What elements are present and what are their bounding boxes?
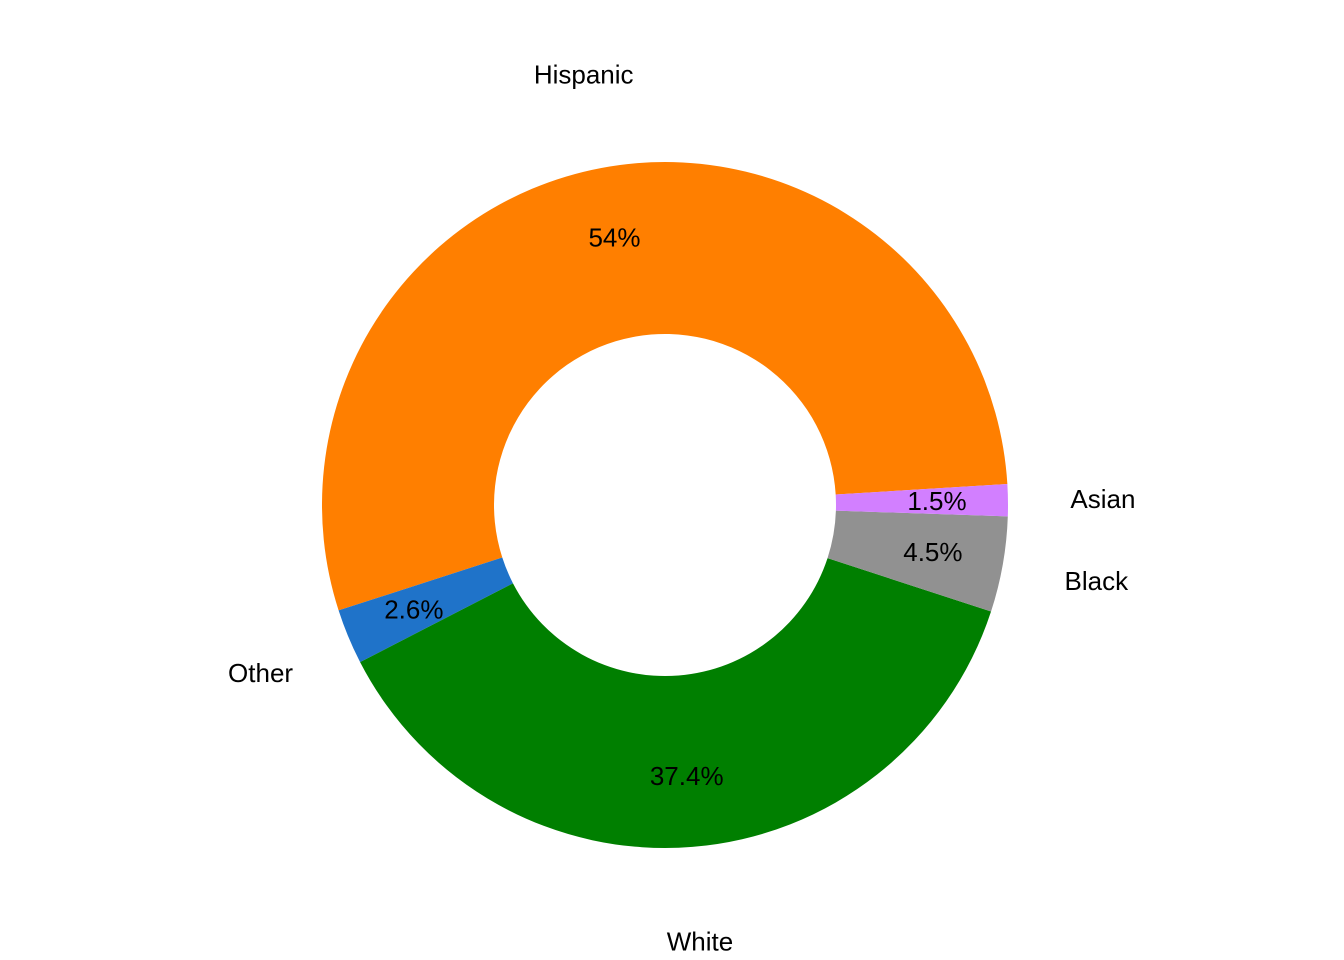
category-label-black: Black: [1065, 566, 1130, 596]
pct-label-other: 2.6%: [384, 594, 443, 624]
category-label-asian: Asian: [1070, 484, 1135, 514]
slice-white: [360, 558, 992, 849]
pct-label-black: 4.5%: [903, 537, 962, 567]
slice-other: [338, 557, 513, 663]
slice-hispanic: [322, 162, 1008, 611]
category-label-white: White: [667, 927, 733, 957]
pct-label-hispanic: 54%: [588, 223, 640, 253]
pct-label-asian: 1.5%: [907, 486, 966, 516]
slice-black: [827, 510, 1008, 612]
percentage-labels: 54% 2.6% 37.4% 4.5% 1.5%: [384, 223, 966, 791]
category-label-hispanic: Hispanic: [534, 60, 634, 90]
pct-label-white: 37.4%: [650, 761, 724, 791]
donut-slices: [322, 162, 1008, 849]
slice-asian: [835, 484, 1008, 517]
category-labels: Hispanic Other White Black Asian: [228, 60, 1135, 957]
category-label-other: Other: [228, 658, 293, 688]
